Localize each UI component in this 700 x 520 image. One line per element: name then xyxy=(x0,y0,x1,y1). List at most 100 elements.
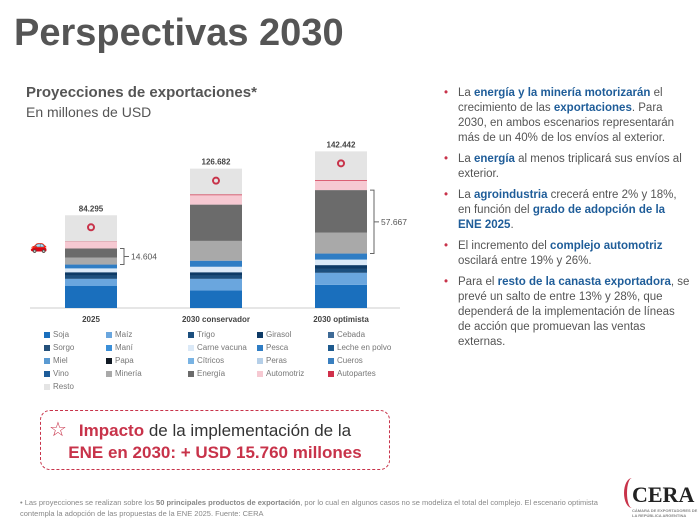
bullet-text: El incremento del xyxy=(458,240,551,252)
bullet-item: Para el resto de la canasta exportadora,… xyxy=(440,275,690,350)
highlight-text: grado de adopción de la ENE 2025 xyxy=(458,204,666,231)
total-marker xyxy=(212,176,220,185)
bullet-text: el crecimiento de las xyxy=(458,87,663,114)
legend-label: Sorgo xyxy=(53,343,75,352)
bullet-item: La energía y la minería motorizarán el c… xyxy=(440,86,690,146)
legend-label: Pesca xyxy=(266,343,289,352)
legend-item: Resto xyxy=(44,382,74,391)
legend-swatch xyxy=(106,331,112,338)
impact-text: de la implementación de la xyxy=(144,421,352,440)
bullet-list: La energía y la minería motorizarán el c… xyxy=(440,86,690,356)
bracket-label: 14.604 xyxy=(131,252,157,262)
bar-segment-carne-vacuna xyxy=(315,259,367,266)
bar-segment-pesca xyxy=(315,253,367,260)
cera-logo: CERA CÁMARA DE EXPORTADORES DE LA REPÚBLI… xyxy=(624,478,700,518)
logo-name: CERA xyxy=(632,482,695,507)
footnote-bold: 50 principales productos de exportación xyxy=(156,498,301,507)
category-label: 2030 conservador xyxy=(182,315,250,324)
legend-swatch xyxy=(257,357,263,364)
footnote-text: • Las proyecciones se realizan sobre los xyxy=(20,498,157,507)
legend-item: Automotriz xyxy=(257,369,304,378)
legend-item: Autopartes xyxy=(328,369,376,378)
legend-item: Soja xyxy=(44,330,69,339)
stacked-bar-chart: 2025 84.295 2030 conservador 126.682 2030 op… xyxy=(30,140,407,324)
legend-item: Vino xyxy=(44,369,69,378)
legend-label: Papa xyxy=(115,356,134,365)
bullet-item: La energía al menos triplicará sus envío… xyxy=(440,152,690,182)
bar-segment-maíz xyxy=(65,278,117,286)
bar-segment-resto xyxy=(65,215,117,242)
legend-swatch xyxy=(328,370,334,377)
bullet-text: crecerá entre 2% y 18%, en función del xyxy=(458,189,677,216)
bar-segment-autopartes xyxy=(315,179,367,181)
legend-label: Girasol xyxy=(266,330,292,339)
bullet-text: . xyxy=(510,219,514,231)
bar-segment-automotriz xyxy=(315,180,367,191)
legend-label: Resto xyxy=(53,382,74,391)
legend-swatch xyxy=(328,357,334,364)
bar-segment-girasol xyxy=(315,265,367,269)
legend-label: Minería xyxy=(115,369,142,378)
legend-swatch xyxy=(188,357,194,364)
total-label: 84.295 xyxy=(79,204,104,213)
logo-tagline: CÁMARA DE EXPORTADORES DE LA REPÚBLICA A… xyxy=(632,508,698,518)
vehicle-icon: 🚗 xyxy=(30,237,47,254)
bracket xyxy=(120,247,129,266)
legend-swatch xyxy=(106,357,112,364)
legend-item: Trigo xyxy=(188,330,215,339)
legend-swatch xyxy=(188,331,194,338)
bar-segment-energía xyxy=(315,190,367,233)
footnote-text-end: , por lo cual en algunos casos no se mod… xyxy=(20,498,598,518)
legend-label: Peras xyxy=(266,356,287,365)
bullet-text: al menos triplicará sus envíos al exteri… xyxy=(458,153,682,180)
legend-swatch xyxy=(44,357,50,364)
highlight-text: agroindustria xyxy=(474,189,548,201)
bar-segment-minería xyxy=(65,257,117,265)
legend-item: Energía xyxy=(188,369,225,378)
bar-segment-minería xyxy=(190,240,242,261)
impact-box: ☆ Impacto de la implementación de la ENE… xyxy=(40,410,390,470)
bar-segment-autopartes xyxy=(190,194,242,196)
legend-item: Cítricos xyxy=(188,356,224,365)
legend-swatch xyxy=(257,344,263,351)
legend-label: Cueros xyxy=(337,356,363,365)
highlight-text: complejo automotriz xyxy=(550,240,663,252)
bullet-text: oscilará entre 19% y 26%. xyxy=(458,255,592,267)
bullet-item: La agroindustria crecerá entre 2% y 18%,… xyxy=(440,188,690,233)
legend-item: Peras xyxy=(257,356,287,365)
bar-segment-minería xyxy=(315,232,367,254)
legend-label: Carne vacuna xyxy=(197,343,247,352)
bar-segment-girasol xyxy=(65,272,117,276)
bar-segment-pesca xyxy=(190,260,242,267)
highlight-text: energía y la minería motorizarán xyxy=(474,87,651,99)
bar-segment-trigo xyxy=(65,275,117,279)
category-label: 2025 xyxy=(82,315,100,324)
chart-title: Proyecciones de exportaciones* xyxy=(26,84,257,101)
bar-segment-energía xyxy=(190,204,242,241)
bar-segment-soja xyxy=(65,286,117,308)
bullet-item: El incremento del complejo automotriz os… xyxy=(440,239,690,269)
bracket-label: 57.667 xyxy=(381,217,407,227)
bullet-text: , se prevé un salto de entre 13% y 28%, … xyxy=(458,276,690,348)
legend-label: Leche en polvo xyxy=(337,343,392,352)
bullet-text: La xyxy=(458,153,474,165)
legend-label: Vino xyxy=(53,369,69,378)
legend-swatch xyxy=(328,331,334,338)
legend-label: Maní xyxy=(115,343,133,352)
legend-swatch xyxy=(188,370,194,377)
legend-swatch xyxy=(106,370,112,377)
highlight-text: energía xyxy=(474,153,515,165)
legend-swatch xyxy=(44,344,50,351)
category-label: 2030 optimista xyxy=(313,315,369,324)
total-label: 142.442 xyxy=(327,140,356,149)
legend-item: Minería xyxy=(106,369,142,378)
bar-segment-energía xyxy=(65,248,117,258)
bar-segment-soja xyxy=(190,290,242,308)
legend-label: Miel xyxy=(53,356,68,365)
bullet-text: La xyxy=(458,189,474,201)
legend-label: Soja xyxy=(53,330,70,339)
bar-segment-resto xyxy=(190,168,242,195)
legend-swatch xyxy=(257,370,263,377)
legend-label: Energía xyxy=(197,369,226,378)
bullet-text: . Para 2030, en ambos escenarios represe… xyxy=(458,102,675,144)
